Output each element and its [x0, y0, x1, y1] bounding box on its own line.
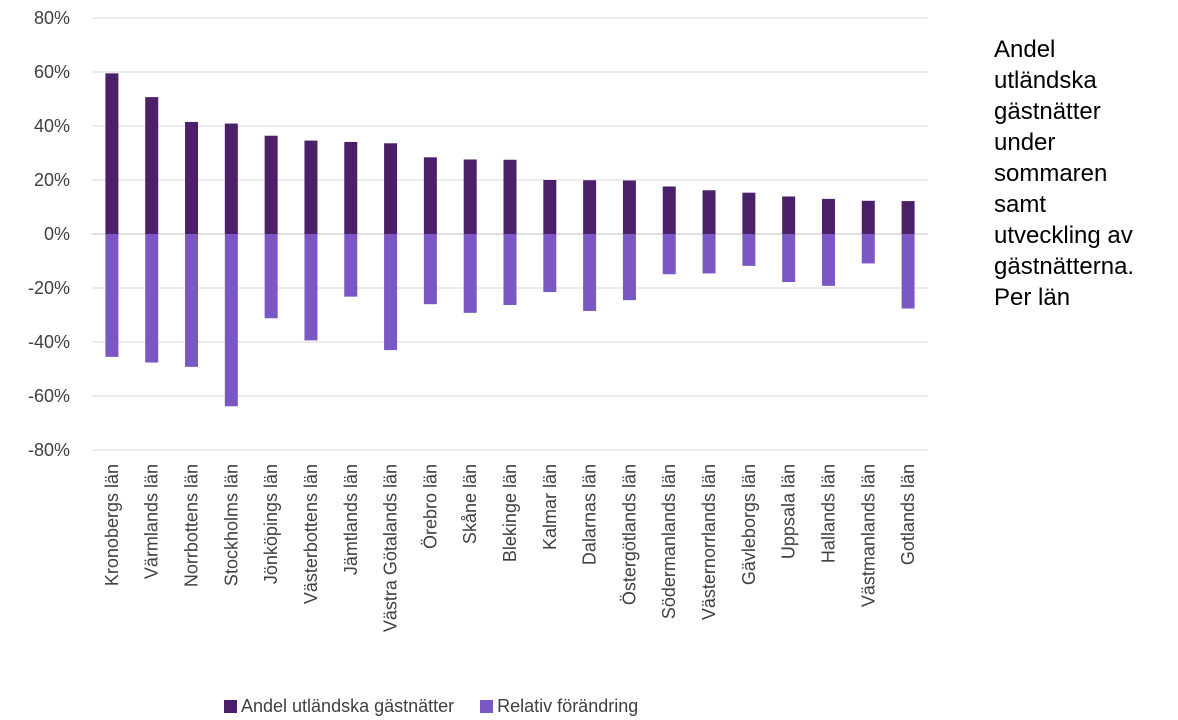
- y-tick-label: 80%: [34, 8, 70, 28]
- x-category-label: Stockholms län: [221, 464, 241, 586]
- bar-relativ-forandring: [304, 234, 318, 341]
- x-category-label: Kalmar län: [540, 464, 560, 550]
- legend-item: Relativ förändring: [480, 696, 638, 717]
- bar-andel-utlandska: [901, 201, 915, 234]
- chart-title-line: sommaren: [994, 160, 1108, 187]
- chart-title-line: samt: [994, 191, 1047, 218]
- bar-relativ-forandring: [901, 234, 915, 309]
- y-tick-label: 20%: [34, 170, 70, 190]
- bar-andel-utlandska: [304, 140, 318, 234]
- legend: Andel utländska gästnätter Relativ föränd…: [224, 696, 664, 717]
- bar-andel-utlandska: [423, 157, 437, 234]
- chart-title-line: utländska: [994, 67, 1097, 94]
- bar-relativ-forandring: [384, 234, 398, 351]
- legend-item: Andel utländska gästnätter: [224, 696, 454, 717]
- x-category-label: Hallands län: [818, 464, 838, 563]
- bar-relativ-forandring: [145, 234, 159, 363]
- legend-swatch: [224, 700, 237, 713]
- bar-relativ-forandring: [543, 234, 557, 293]
- bar-andel-utlandska: [583, 180, 597, 234]
- x-category-label: Jämtlands län: [341, 464, 361, 575]
- x-category-label: Kronobergs län: [102, 464, 122, 586]
- y-tick-label: -60%: [28, 386, 70, 406]
- bar-relativ-forandring: [742, 234, 756, 266]
- bar-relativ-forandring: [622, 234, 636, 301]
- bar-andel-utlandska: [821, 198, 835, 234]
- y-tick-label: 40%: [34, 116, 70, 136]
- bar-andel-utlandska: [861, 200, 875, 234]
- y-tick-label: -40%: [28, 332, 70, 352]
- bars: [105, 73, 915, 407]
- bar-andel-utlandska: [543, 180, 557, 234]
- x-category-label: Uppsala län: [779, 464, 799, 559]
- bar-andel-utlandska: [702, 190, 716, 234]
- bar-andel-utlandska: [463, 159, 477, 234]
- bar-relativ-forandring: [782, 234, 796, 283]
- legend-label: Relativ förändring: [497, 696, 639, 716]
- chart-title-line: gästnätter: [994, 98, 1101, 125]
- bar-andel-utlandska: [384, 143, 398, 234]
- bar-relativ-forandring: [105, 234, 119, 357]
- x-category-label: Södermanlands län: [659, 464, 679, 619]
- chart-title-line: utveckling av: [994, 222, 1133, 249]
- y-axis-tick-labels: 80% 60% 40% 20% 0% -20% -40% -60% -80%: [28, 8, 70, 460]
- bar-relativ-forandring: [264, 234, 278, 319]
- x-category-label: Värmlands län: [142, 464, 162, 579]
- x-category-label: Dalarnas län: [580, 464, 600, 565]
- x-category-label: Gotlands län: [898, 464, 918, 565]
- legend-swatch: [480, 700, 494, 713]
- bar-relativ-forandring: [344, 234, 358, 297]
- x-category-label: Jönköpings län: [261, 464, 281, 584]
- bar-andel-utlandska: [105, 73, 119, 234]
- bar-andel-utlandska: [622, 180, 636, 234]
- chart-title-line: under: [994, 129, 1056, 156]
- bar-relativ-forandring: [224, 234, 238, 407]
- bar-relativ-forandring: [662, 234, 676, 275]
- x-category-label: Västernorrlands län: [699, 464, 719, 620]
- y-tick-label: 0%: [44, 224, 70, 244]
- bar-relativ-forandring: [185, 234, 199, 367]
- bar-relativ-forandring: [583, 234, 597, 311]
- bar-relativ-forandring: [463, 234, 477, 313]
- bar-andel-utlandska: [224, 123, 238, 234]
- bar-andel-utlandska: [264, 135, 278, 234]
- bar-relativ-forandring: [861, 234, 875, 264]
- x-axis-category-labels: Kronobergs län Värmlands län Norrbottens l…: [102, 464, 918, 632]
- bar-andel-utlandska: [344, 141, 358, 234]
- bar-andel-utlandska: [662, 186, 676, 234]
- chart-title-line: gästnätterna.: [994, 253, 1135, 280]
- y-tick-label: -80%: [28, 440, 70, 460]
- x-category-label: Västra Götalands län: [381, 464, 401, 632]
- bar-andel-utlandska: [185, 121, 199, 234]
- x-category-label: Skåne län: [460, 464, 480, 544]
- bar-andel-utlandska: [782, 196, 796, 234]
- x-category-label: Örebro län: [420, 464, 440, 549]
- bar-relativ-forandring: [503, 234, 517, 306]
- x-category-label: Gävleborgs län: [739, 464, 759, 585]
- bar-chart: 80% 60% 40% 20% 0% -20% -40% -60% -80% Kronoberg…: [28, 8, 928, 632]
- chart-title-line: Per län: [994, 284, 1071, 311]
- x-category-label: Norrbottens län: [182, 464, 202, 587]
- chart-title-line: Andel: [994, 36, 1056, 63]
- x-category-label: Blekinge län: [500, 464, 520, 562]
- y-tick-label: -20%: [28, 278, 70, 298]
- chart-title: Andel utländska gästnätter under sommaren sam…: [994, 34, 1174, 313]
- x-category-label: Östergötlands län: [619, 464, 639, 605]
- bar-relativ-forandring: [702, 234, 716, 274]
- bar-relativ-forandring: [821, 234, 835, 286]
- bar-andel-utlandska: [742, 192, 756, 234]
- bar-andel-utlandska: [145, 97, 159, 234]
- bar-andel-utlandska: [503, 159, 517, 234]
- y-tick-label: 60%: [34, 62, 70, 82]
- x-category-label: Västerbottens län: [301, 464, 321, 604]
- bar-relativ-forandring: [423, 234, 437, 305]
- x-category-label: Västmanlands län: [858, 464, 878, 607]
- legend-label: Andel utländska gästnätter: [241, 696, 455, 716]
